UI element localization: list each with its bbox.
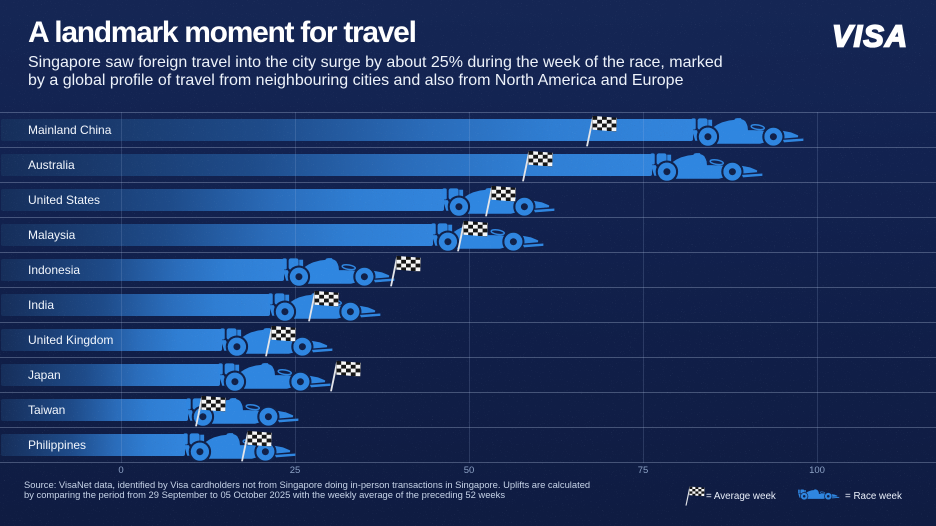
svg-text:VISA: VISA (832, 22, 907, 50)
